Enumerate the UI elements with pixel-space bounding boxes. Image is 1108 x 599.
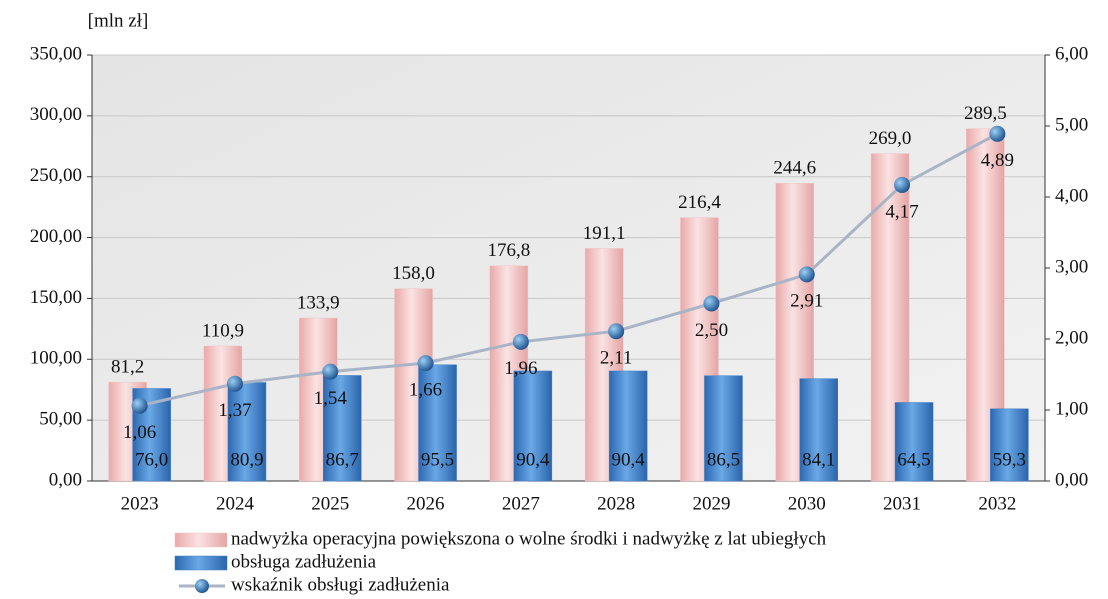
bar [513, 370, 553, 482]
data-label: 2,91 [790, 291, 823, 312]
line-point [322, 363, 339, 380]
line-point [131, 397, 148, 414]
x-tick-label: 2025 [311, 493, 349, 514]
line [139, 132, 999, 408]
data-label: 2,50 [695, 320, 728, 341]
x-tick-label: 2029 [692, 493, 730, 514]
data-label: 1,06 [123, 422, 156, 443]
bar [894, 402, 934, 482]
data-label: 244,6 [773, 158, 816, 179]
data-label: 289,5 [964, 103, 1007, 124]
data-label: 90,4 [612, 449, 646, 470]
data-label: 110,9 [202, 320, 244, 341]
x-tick-label: 2031 [883, 493, 921, 514]
legend-swatch [174, 555, 228, 571]
data-label: 191,1 [583, 223, 626, 244]
y-tick-label: 300,00 [30, 104, 82, 125]
y-tick-label: 150,00 [30, 287, 82, 308]
data-label: 176,8 [487, 240, 530, 261]
legend-label: wskaźnik obsługi zadłużenia [231, 574, 450, 595]
line-point [703, 295, 720, 312]
data-label: 1,54 [314, 388, 348, 409]
y-axis-label: [mln zł] [88, 10, 149, 31]
bar [799, 378, 838, 482]
data-label: 86,5 [707, 449, 740, 470]
x-tick-label: 2023 [121, 493, 159, 514]
y2-tick-label: 6,00 [1055, 43, 1088, 64]
y-tick-label: 50,00 [39, 409, 82, 430]
y2-tick-label: 1,00 [1055, 398, 1088, 419]
data-label: 76,0 [135, 449, 168, 470]
data-label: 4,17 [885, 201, 918, 222]
line-point [226, 375, 243, 392]
legend-swatch [174, 532, 228, 548]
x-tick-label: 2024 [216, 493, 255, 514]
data-label: 59,3 [993, 449, 1026, 470]
bar [227, 382, 267, 482]
legend-swatch [195, 579, 209, 593]
data-label: 2,11 [600, 348, 633, 369]
x-tick-label: 2030 [788, 493, 826, 514]
x-tick-label: 2028 [597, 493, 635, 514]
y-tick-label: 250,00 [30, 165, 82, 186]
data-label: 4,89 [981, 150, 1014, 171]
y2-tick-label: 2,00 [1055, 327, 1088, 348]
data-label: 80,9 [230, 449, 263, 470]
y2-tick-label: 3,00 [1055, 256, 1088, 277]
y-tick-label: 0,00 [49, 469, 82, 490]
data-label: 95,5 [421, 449, 454, 470]
bar [418, 364, 457, 482]
y2-tick-label: 0,00 [1055, 469, 1088, 490]
line-point [989, 125, 1006, 142]
y-tick-label: 350,00 [30, 43, 82, 64]
data-label: 64,5 [897, 449, 930, 470]
line-point [512, 333, 529, 350]
data-label: 1,96 [504, 358, 537, 379]
bar [608, 370, 648, 482]
data-label: 158,0 [392, 263, 435, 284]
line-point [894, 176, 911, 193]
data-label: 269,0 [869, 128, 912, 149]
data-label: 86,7 [326, 449, 359, 470]
line-point [608, 323, 625, 340]
bar [704, 375, 743, 482]
line-point [798, 266, 815, 283]
x-tick-label: 2027 [502, 493, 540, 514]
y-tick-label: 100,00 [30, 348, 82, 369]
data-label: 1,66 [409, 379, 442, 400]
data-label: 133,9 [297, 292, 340, 313]
data-label: 84,1 [802, 449, 835, 470]
legend-label: obsługa zadłużenia [231, 551, 377, 572]
y2-tick-label: 5,00 [1055, 114, 1088, 135]
y2-tick-label: 4,00 [1055, 185, 1088, 206]
data-label: 90,4 [516, 449, 550, 470]
x-tick-label: 2032 [978, 493, 1016, 514]
bar [990, 408, 1029, 482]
data-label: 216,4 [678, 192, 721, 213]
legend-label: nadwyżka operacyjna powiększona o wolne … [231, 528, 827, 549]
x-tick-label: 2026 [407, 493, 445, 514]
bar [323, 375, 362, 482]
data-label: 81,2 [111, 357, 144, 378]
y-tick-label: 200,00 [30, 226, 82, 247]
line-point [417, 355, 434, 372]
data-label: 1,37 [218, 400, 251, 421]
